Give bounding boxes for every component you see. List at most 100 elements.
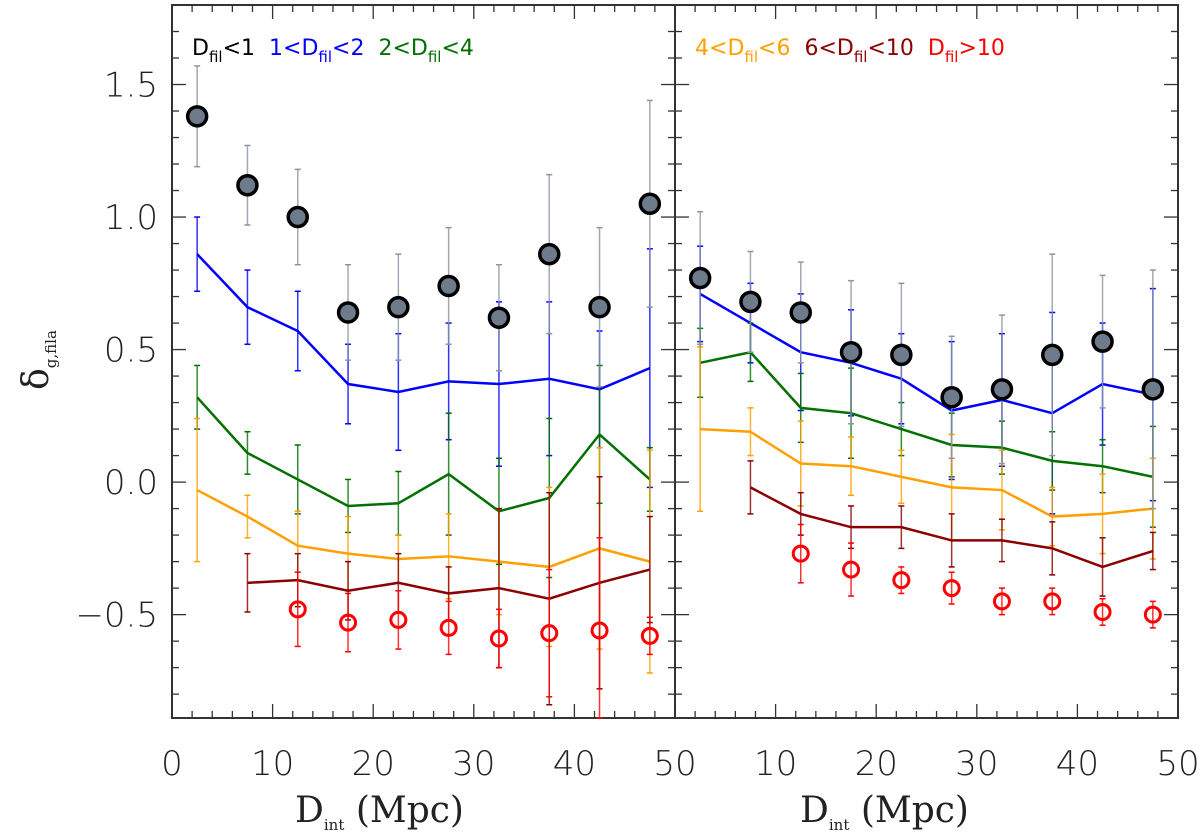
legend: 4<Dfil<6 6<Dfil<10 Dfil>10 [695,36,1005,66]
data-point [339,613,358,632]
data-point [288,600,307,619]
legend: Dfil<1 1<Dfil<2 2<Dfil<4 [192,36,474,66]
legend-entry-text: <4 [441,36,473,61]
x-tick-label: 30 [955,744,998,784]
x-tick-label: 40 [553,744,596,784]
data-point [942,579,961,598]
legend-entry-text: D [192,36,209,61]
series-1ltDfillt2 [697,245,1156,515]
data-point [437,274,460,298]
legend-entry-text: D [727,36,744,61]
series-line [196,488,651,569]
legend-entry-text: fil [744,48,758,66]
data-point [439,618,458,637]
y-axis-title: δg,fila [16,330,60,390]
y-tick-label: 1.5 [104,66,158,106]
data-point [336,301,360,324]
data-point [789,301,812,324]
series-Dfillt1 [688,210,1165,510]
series-line [699,292,1154,415]
series-4ltDfillt6 [194,417,653,674]
series-line [749,486,1154,569]
data-point [1141,378,1165,401]
data-point [1041,343,1064,367]
series-Dfillt1 [185,65,662,388]
series-line [700,427,1153,518]
data-point [940,386,963,409]
data-point [588,295,611,319]
data-point [286,205,309,229]
data-point [236,173,259,197]
data-point [389,610,408,629]
legend-entry-text: >10 [958,36,1004,61]
legend-entry-text: 1< [269,36,301,61]
legend-entry-text: <6 [758,36,790,61]
legend-entry-text: D [301,36,318,61]
series-line [247,568,651,601]
legend-entry-text: <10 [867,36,913,61]
data-point [487,306,511,330]
x-tick-label: 10 [754,744,797,784]
series-line [196,396,651,513]
y-tick-label: 1.0 [104,198,158,238]
data-point [688,266,712,290]
legend-entry-text: 4< [695,36,727,61]
legend-entry-text: <1 [223,36,255,61]
data-point [640,626,659,645]
data-point [540,624,559,643]
legend-entry-text: D [837,36,854,61]
panel-frame [674,4,1179,719]
series-6ltDfillt10 [747,460,1156,597]
data-point [791,544,810,563]
y-tick-label: −0.5 [75,596,158,636]
data-point [1143,605,1162,624]
series-4ltDfillt6 [697,346,1156,560]
legend-entry-text: fil [318,48,332,66]
x-axis-title-left: Dint (Mpc) [295,790,464,834]
data-point [387,295,410,319]
x-tick-label: 30 [452,744,495,784]
data-point [842,560,861,579]
y-tick-label: 0.5 [104,331,158,371]
legend-entry-text: 2< [378,36,410,61]
legend-entry-text: fil [945,48,959,66]
data-point [739,290,762,314]
data-point [890,343,913,367]
legend-entry-text: D [928,36,945,61]
x-tick-label: 20 [855,744,898,784]
x-tick-label: 20 [352,744,395,784]
series-Dfilgt10 [288,537,659,719]
series-line [699,350,1154,479]
data-point [992,592,1011,611]
legend-entry-text: fil [209,48,223,66]
legend-entry-text: fil [428,48,442,66]
x-tick-label: 0 [161,744,183,784]
data-point [1043,592,1062,611]
series-2ltDfillt4 [194,364,653,579]
data-point [538,242,561,266]
data-point [590,621,609,640]
data-point [892,571,911,590]
x-tick-label: 50 [1156,744,1199,784]
series-Dfilgt10 [791,523,1162,629]
data-point [489,629,508,648]
data-point [638,192,662,216]
data-point [1091,330,1114,353]
panel-right: 10 20 30 40 504<Dfil<6 6<Dfil<10 Dfil>10 [674,4,1200,784]
x-tick-label: 40 [1056,744,1099,784]
x-axis-title-right: Dint (Mpc) [800,790,969,834]
series-1ltDfillt2 [194,216,653,489]
data-point [990,378,1014,401]
data-point [185,105,209,128]
series-line [196,253,651,394]
y-tick-label: 0.0 [104,463,158,503]
data-point [839,340,863,364]
data-point [1093,602,1112,621]
legend-entry-text: 6< [804,36,836,61]
legend-entry-text: D [411,36,428,61]
legend-entry-text: fil [854,48,868,66]
legend-entry-text: <2 [332,36,364,61]
x-tick-label: 10 [251,744,294,784]
